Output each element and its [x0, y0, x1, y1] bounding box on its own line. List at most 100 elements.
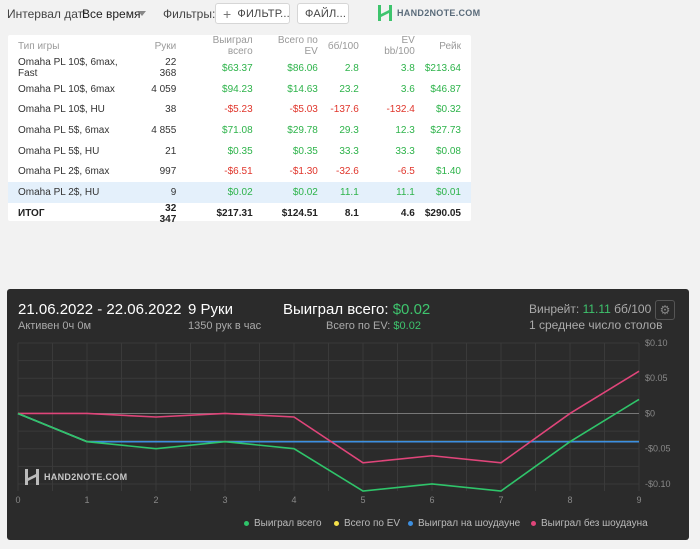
interval-select[interactable]: Все время — [82, 7, 141, 21]
cell-ev-total: $0.02 — [262, 181, 328, 203]
cell-won-total: $94.23 — [222, 83, 253, 95]
session-ev-total: Всего по EV: $0.02 — [326, 320, 421, 332]
legend-dot-icon — [531, 521, 536, 526]
cell-ev-bb100: 3.8 — [400, 62, 415, 74]
cell-game-type: Omaha PL 2$, 6max — [18, 166, 110, 178]
cell-rake: $46.87 — [430, 83, 461, 95]
x-tick-label: 3 — [222, 495, 227, 505]
table-row[interactable]: Omaha PL 2$, 6max 997 -$6.51 -$1.30 -32.6 -6.… — [8, 161, 471, 182]
x-tick-label: 4 — [291, 495, 296, 505]
col-ev-total[interactable]: Всего по EV — [277, 35, 318, 57]
winrate-unit: бб/100 — [614, 302, 652, 316]
cell-game-type: Omaha PL 10$, HU — [18, 104, 105, 116]
session-chart-panel: $0.10 $0.05 $0 -$0.05 -$0.10 0 1 2 3 4 5 6 7 8 9 21.06… — [7, 289, 689, 540]
legend-label: Всего по EV — [344, 518, 401, 529]
cell-won-total: $217.31 — [216, 208, 253, 220]
cell-game-type: Omaha PL 10$, 6max, Fast — [18, 57, 118, 79]
cell-ev-total: $124.51 — [281, 208, 318, 220]
cell-ev-bb100: -132.4 — [386, 104, 415, 116]
cell-ev-total: $0.35 — [292, 145, 318, 157]
cell-rake: $213.64 — [424, 62, 461, 74]
chart-watermark: HAND2NOTE.COM — [25, 469, 127, 485]
cell-bb100: 11.1 — [327, 181, 369, 203]
stats-table-card: Тип игры Руки Выиграл всего Всего по EV … — [8, 35, 471, 225]
table-row[interactable]: Omaha PL 10$, 6max 4 059 $94.23 $14.63 23.2 3… — [8, 79, 471, 100]
hand2note-logo-icon — [378, 5, 392, 21]
file-button[interactable]: ФАЙЛ... — [297, 3, 349, 24]
ev-value: $0.02 — [393, 320, 421, 332]
table-row[interactable]: Omaha PL 10$, 6max, Fast 22 368 $63.37 $86.… — [8, 57, 471, 79]
cell-ev-bb100: 12.3 — [395, 124, 415, 136]
col-won-total[interactable]: Выиграл всего — [212, 35, 253, 57]
cell-ev-bb100: 33.3 — [395, 145, 415, 157]
y-tick-label: $0.10 — [645, 338, 668, 348]
x-tick-label: 8 — [567, 495, 572, 505]
filter-button[interactable]: + ФИЛЬТР... — [215, 3, 290, 24]
y-tick-label: -$0.05 — [645, 444, 671, 454]
cell-hands: 38 — [165, 104, 177, 116]
stats-table: Тип игры Руки Выиграл всего Всего по EV … — [8, 35, 471, 225]
x-tick-label: 5 — [360, 495, 365, 505]
cell-ev-total: $86.06 — [287, 62, 318, 74]
table-row[interactable]: Omaha PL 10$, HU 38 -$5.23 -$5.03 -137.6 -132… — [8, 100, 471, 121]
col-bb100[interactable]: бб/100 — [327, 40, 359, 52]
cell-hands: 21 — [165, 145, 177, 157]
legend-label: Выиграл на шоудауне — [418, 518, 521, 529]
cell-bb100: -137.6 — [330, 104, 359, 116]
session-active-time: Активен 0ч 0м — [18, 320, 92, 332]
col-hands[interactable]: Руки — [154, 40, 177, 52]
cell-ev-total: $14.63 — [287, 83, 318, 95]
cell-won-total: $0.35 — [227, 145, 253, 157]
cell-ev-bb100: -6.5 — [397, 166, 415, 178]
legend-label: Выиграл без шоудауна — [541, 518, 648, 529]
cell-won-total: -$6.51 — [224, 166, 253, 178]
y-tick-label: $0 — [645, 408, 655, 418]
table-row[interactable]: Omaha PL 5$, 6max 4 855 $71.08 $29.78 29.3 12… — [8, 120, 471, 141]
session-date-range: 21.06.2022 - 22.06.2022 — [18, 301, 182, 318]
watermark-logo-icon — [25, 469, 39, 485]
x-tick-label: 0 — [15, 495, 20, 505]
session-avg-tables: 1 среднее число столов — [529, 318, 663, 332]
cell-rake: $27.73 — [430, 124, 461, 136]
table-row[interactable]: Omaha PL 5$, HU 21 $0.35 $0.35 33.3 33.3 $0.08 — [8, 141, 471, 162]
legend-item[interactable]: Выиграл без шоудауна — [531, 518, 648, 529]
cell-hands: 32 347 — [159, 202, 177, 225]
x-tick-label: 2 — [153, 495, 158, 505]
table-row[interactable]: Omaha PL 2$, HU 9 $0.02 $0.02 11.1 11.1 $0.01 — [8, 181, 471, 203]
chevron-down-icon[interactable] — [138, 11, 146, 16]
x-tick-label: 7 — [498, 495, 503, 505]
cell-bb100: 33.3 — [339, 145, 359, 157]
legend-dot-icon — [408, 521, 413, 526]
cell-bb100: 8.1 — [344, 208, 359, 220]
filter-button-label: ФИЛЬТР... — [237, 7, 290, 20]
gear-icon[interactable]: ⚙ — [655, 300, 675, 320]
cell-hands: 4 059 — [151, 83, 177, 95]
col-game-type[interactable]: Тип игры — [18, 40, 60, 52]
legend-item[interactable]: Всего по EV — [334, 518, 400, 529]
winrate-value: 11.11 — [582, 302, 611, 316]
won-label: Выиграл всего: — [283, 301, 389, 318]
cell-bb100: -32.6 — [335, 166, 359, 178]
cell-won-total: $0.02 — [186, 181, 263, 203]
cell-game-type: ИТОГ — [18, 208, 45, 220]
legend-item[interactable]: Выиграл на шоудауне — [408, 518, 520, 529]
col-ev-bb100[interactable]: EV bb/100 — [384, 35, 415, 57]
cell-hands: 997 — [159, 166, 177, 178]
cell-bb100: 2.8 — [344, 62, 359, 74]
cell-ev-total: $29.78 — [287, 124, 318, 136]
top-toolbar: Интервал дат: Все время Фильтры: + ФИЛЬТ… — [0, 0, 700, 28]
legend-item[interactable]: Выиграл всего — [244, 518, 322, 529]
hand2note-logo: HAND2NOTE.COM — [378, 5, 480, 21]
cell-ev-bb100: 3.6 — [400, 83, 415, 95]
series-line-3 — [18, 370, 640, 464]
cell-won-total: $63.37 — [222, 62, 253, 74]
series-line-2 — [17, 412, 639, 443]
won-value: $0.02 — [392, 301, 431, 318]
legend-dot-icon — [244, 521, 249, 526]
cell-rake: $1.40 — [435, 166, 461, 178]
session-hands: 9 Руки — [188, 301, 233, 318]
winrate-label: Винрейт: — [529, 302, 580, 316]
cell-rake: $0.01 — [424, 181, 471, 203]
col-rake[interactable]: Рейк — [439, 40, 461, 52]
cell-game-type: Omaha PL 2$, HU — [8, 181, 147, 203]
